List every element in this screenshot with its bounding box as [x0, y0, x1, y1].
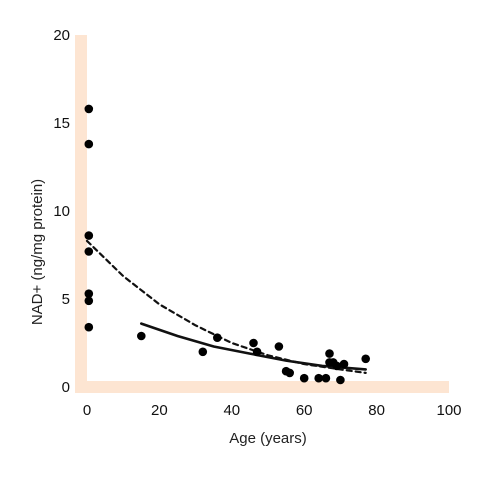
- y-tick-label: 0: [62, 379, 70, 396]
- data-point: [274, 342, 284, 351]
- y-axis-band: [75, 35, 87, 393]
- data-point: [339, 359, 349, 369]
- data-point: [249, 338, 258, 348]
- data-point: [84, 104, 94, 114]
- data-point: [285, 368, 295, 378]
- data-point: [84, 247, 94, 256]
- x-tick-label: 0: [83, 402, 91, 419]
- y-axis-label: NAD+ (ng/mg protein): [29, 179, 46, 325]
- data-point: [325, 349, 334, 358]
- data-point: [314, 373, 324, 383]
- data-point: [299, 373, 309, 383]
- data-point: [321, 373, 331, 383]
- data-point: [332, 361, 342, 371]
- data-point: [336, 375, 345, 385]
- x-tick-label: 60: [296, 402, 313, 419]
- data-point: [361, 354, 371, 364]
- data-point: [252, 347, 262, 357]
- y-tick-labels: 0 5 10 15 20: [53, 27, 70, 396]
- x-tick-label: 40: [223, 402, 240, 419]
- axes: [75, 35, 449, 393]
- data-point: [198, 347, 208, 357]
- x-tick-labels: 0 20 40 60 80 100: [83, 402, 462, 419]
- y-tick-label: 10: [53, 203, 70, 220]
- data-point: [213, 333, 222, 343]
- x-axis-label: Age (years): [229, 430, 307, 447]
- y-tick-label: 15: [53, 115, 70, 132]
- data-point: [84, 322, 94, 332]
- data-point: [84, 296, 94, 306]
- dashed-fit-line: [85, 239, 367, 374]
- data-point: [137, 331, 146, 341]
- fit-lines: [85, 239, 367, 374]
- data-point: [84, 139, 94, 149]
- x-tick-label: 100: [436, 402, 461, 419]
- y-tick-label: 5: [62, 291, 70, 308]
- x-tick-label: 20: [151, 402, 168, 419]
- x-tick-label: 80: [368, 402, 385, 419]
- y-tick-label: 20: [53, 27, 70, 44]
- data-points: [84, 104, 371, 385]
- data-point: [84, 231, 94, 240]
- data-point: [84, 289, 94, 299]
- x-axis-band: [75, 381, 449, 393]
